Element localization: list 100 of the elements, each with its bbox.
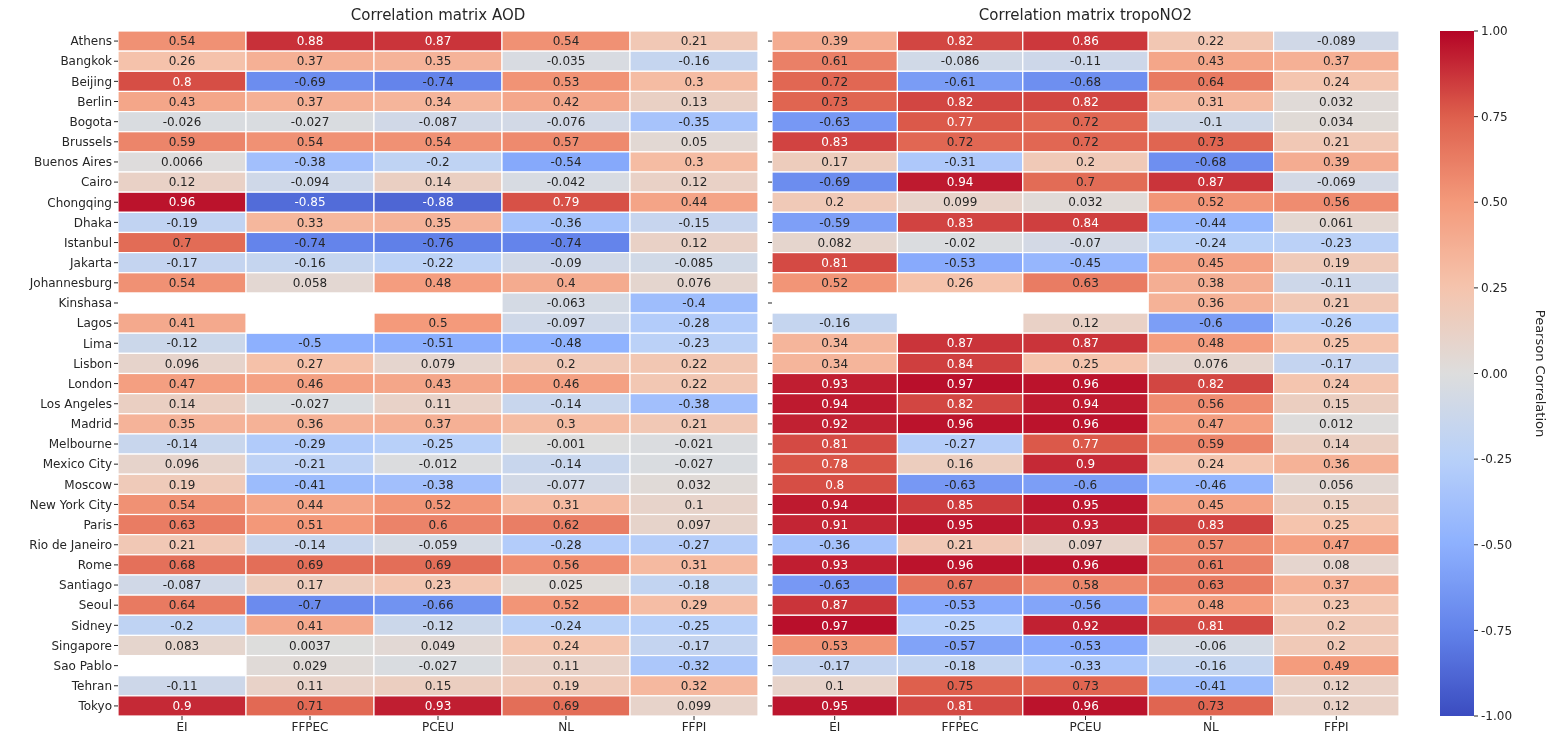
data-label: 0.049 xyxy=(420,638,456,653)
data-label: -0.027 xyxy=(290,114,330,129)
data-label: -0.22 xyxy=(422,255,454,270)
x-tick-label: PCEU xyxy=(422,719,454,734)
y-tick-label: New York City xyxy=(29,497,112,512)
data-label: -0.23 xyxy=(678,336,710,351)
color-bar-label: -0.50 xyxy=(1481,537,1513,552)
data-label: 0.21 xyxy=(680,34,708,49)
color-bar-label: 0.75 xyxy=(1481,109,1508,124)
data-label: 0.64 xyxy=(168,598,196,613)
data-label: 0.35 xyxy=(424,54,452,69)
data-label: 0.58 xyxy=(1072,578,1099,593)
x-tick-label: FFPI xyxy=(681,719,707,734)
data-label: -0.44 xyxy=(1195,215,1227,230)
data-label: 0.12 xyxy=(1322,678,1350,693)
data-label: -0.69 xyxy=(294,74,326,89)
data-label: 0.54 xyxy=(168,34,196,49)
data-label: 0.82 xyxy=(946,94,974,109)
data-label: 0.17 xyxy=(821,155,849,170)
y-tick-label: Buenos Aires xyxy=(33,155,112,170)
data-label: 0.2 xyxy=(825,195,845,210)
data-label: 0.42 xyxy=(552,94,580,109)
data-label: 0.72 xyxy=(1072,114,1099,129)
data-label: 0.69 xyxy=(424,558,452,573)
data-label: 0.54 xyxy=(168,276,196,291)
data-label: 0.096 xyxy=(164,457,200,472)
data-label: -0.021 xyxy=(674,437,714,452)
data-label: -0.59 xyxy=(819,215,851,230)
y-tick-label: Bogota xyxy=(69,114,112,129)
data-label: -0.15 xyxy=(678,215,710,230)
data-label: 0.56 xyxy=(1322,195,1350,210)
y-tick-label: Melbourne xyxy=(48,437,112,452)
data-label: 0.87 xyxy=(424,34,452,49)
x-tick-label: FFPI xyxy=(1324,719,1349,734)
data-label: -0.74 xyxy=(422,74,454,89)
data-label: -0.38 xyxy=(678,396,710,411)
data-label: -0.74 xyxy=(550,235,582,250)
data-label: 0.11 xyxy=(296,678,324,693)
data-label: 0.0037 xyxy=(289,638,331,653)
data-label: 0.37 xyxy=(1322,54,1350,69)
y-tick-label: Madrid xyxy=(70,417,112,432)
data-label: 0.36 xyxy=(1197,296,1225,311)
data-label: -0.14 xyxy=(294,537,326,552)
data-label: -0.087 xyxy=(162,578,202,593)
data-label: 0.36 xyxy=(296,417,324,432)
data-label: 0.15 xyxy=(1322,497,1350,512)
data-label: 0.032 xyxy=(676,477,712,492)
data-label: 0.43 xyxy=(424,376,452,391)
data-label: -0.12 xyxy=(422,618,454,633)
data-label: -0.14 xyxy=(550,396,582,411)
data-label: 0.4 xyxy=(556,276,576,291)
data-label: 0.45 xyxy=(1197,497,1225,512)
y-tick-label: Paris xyxy=(83,517,112,532)
data-label: 0.67 xyxy=(946,578,974,593)
data-label: 0.59 xyxy=(168,135,196,150)
data-label: 0.93 xyxy=(821,376,849,391)
data-label: -0.56 xyxy=(1069,598,1102,613)
data-label: -0.46 xyxy=(1195,477,1227,492)
y-tick-label: Jakarta xyxy=(69,255,112,270)
data-label: 0.87 xyxy=(946,336,974,351)
data-label: -0.086 xyxy=(940,54,980,69)
data-label: 0.33 xyxy=(296,215,324,230)
y-tick-label: Lisbon xyxy=(73,356,112,371)
data-label: 0.15 xyxy=(424,678,452,693)
data-label: 0.82 xyxy=(1072,94,1099,109)
data-label: 0.39 xyxy=(1322,155,1350,170)
data-label: -0.06 xyxy=(1195,638,1227,653)
data-label: 0.12 xyxy=(1072,316,1099,331)
color-bar-label: 0.25 xyxy=(1481,281,1508,296)
data-label: 0.94 xyxy=(1072,396,1099,411)
data-label: 0.81 xyxy=(1197,618,1225,633)
data-label: 0.099 xyxy=(942,195,978,210)
data-label: 0.082 xyxy=(817,235,852,250)
y-tick-label: Berlin xyxy=(77,94,112,109)
data-label: 0.52 xyxy=(1197,195,1225,210)
data-label: -0.11 xyxy=(1069,54,1102,69)
y-tick-label: Istanbul xyxy=(63,235,112,250)
data-label: -0.41 xyxy=(1195,678,1227,693)
data-label: 0.96 xyxy=(1072,376,1099,391)
data-label: 0.91 xyxy=(821,517,849,532)
data-label: -0.45 xyxy=(1069,255,1102,270)
data-label: -0.089 xyxy=(1316,34,1356,49)
data-label: -0.012 xyxy=(418,457,458,472)
color-bar-label: 0.00 xyxy=(1481,366,1508,381)
data-label: 0.81 xyxy=(946,699,974,714)
data-label: 0.49 xyxy=(1322,658,1350,673)
y-tick-label: London xyxy=(68,376,112,391)
data-label: 0.24 xyxy=(1322,376,1350,391)
data-label: 0.63 xyxy=(1197,578,1225,593)
data-label: 0.034 xyxy=(1319,114,1354,129)
data-label: -0.24 xyxy=(1195,235,1227,250)
data-label: 0.77 xyxy=(1072,437,1099,452)
data-label: -0.097 xyxy=(546,316,586,331)
data-label: 0.26 xyxy=(946,276,974,291)
data-label: 0.39 xyxy=(821,34,849,49)
data-label: 0.87 xyxy=(1197,175,1225,190)
data-label: 0.94 xyxy=(946,175,974,190)
data-label: 0.73 xyxy=(821,94,849,109)
data-label: -0.077 xyxy=(546,477,586,492)
data-label: -0.53 xyxy=(1069,638,1102,653)
